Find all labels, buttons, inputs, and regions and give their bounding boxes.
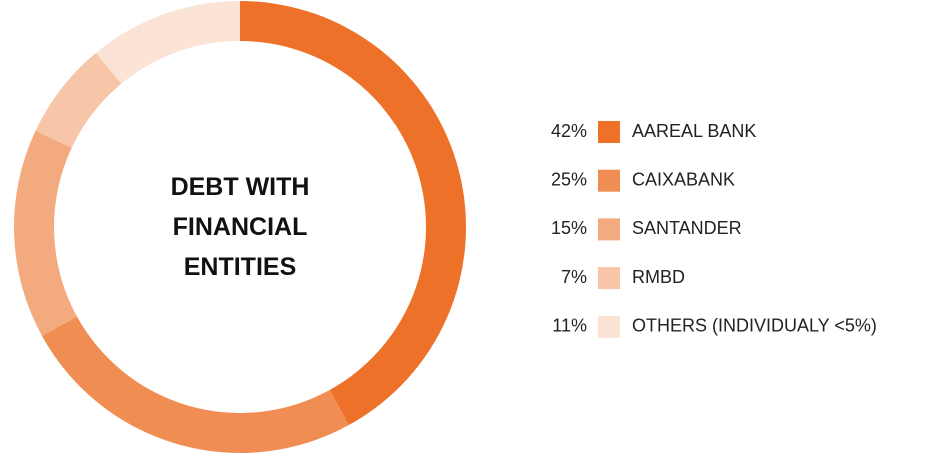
legend-value: 15%: [551, 218, 587, 238]
legend-label: AAREAL BANK: [632, 121, 756, 141]
legend-label: OTHERS (INDIVIDUALY <5%): [632, 316, 877, 336]
donut-slice: [240, 1, 467, 426]
donut-slice: [35, 52, 122, 148]
legend-value: 25%: [551, 169, 587, 189]
chart-title: DEBT WITH FINANCIAL ENTITIES: [170, 173, 310, 281]
legend-label: CAIXABANK: [632, 169, 735, 189]
legend-value: 11%: [552, 316, 587, 336]
legend-swatch: [598, 267, 620, 290]
legend-swatch: [598, 169, 620, 192]
legend-swatch: [598, 218, 620, 241]
legend-label: SANTANDER: [632, 218, 742, 238]
legend-swatch: [598, 121, 620, 143]
donut-slice: [13, 130, 78, 336]
legend-value: 7%: [561, 267, 587, 287]
legend-value: 42%: [551, 121, 587, 141]
legend-label: RMBD: [632, 267, 685, 287]
donut-slice: [41, 316, 349, 453]
donut-slice: [95, 1, 241, 84]
legend-swatch: [598, 315, 620, 338]
